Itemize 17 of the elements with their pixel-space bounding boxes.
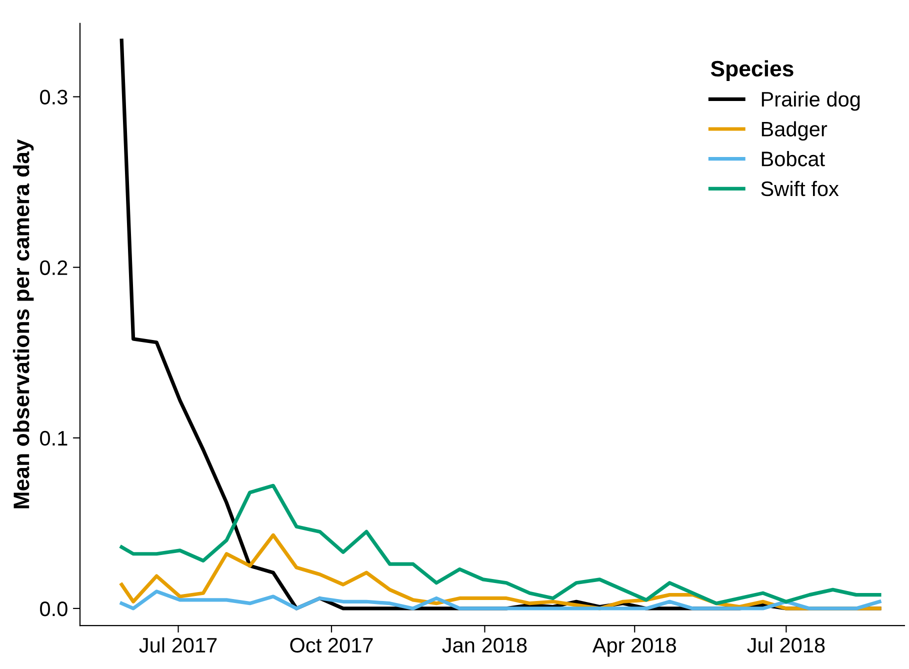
x-tick-label: Apr 2018 [592,638,676,657]
y-tick-label: 0.3 [40,90,68,105]
line-series [120,590,882,610]
line-series [120,484,882,606]
legend-label: Swift fox [761,180,839,196]
y-tick-label: 0.0 [40,601,68,616]
x-tick-label: Jul 2018 [747,637,825,653]
legend-title: Species [710,60,794,81]
legend-label: Prairie dog [762,91,860,111]
y-axis-title: Mean observations per camera day [12,139,34,508]
x-tick-label: Jul 2017 [139,637,217,653]
y-tick-label: 0.2 [40,260,68,276]
x-tick-label: Oct 2017 [290,638,373,653]
y-tick-label: 0.1 [40,430,68,446]
legend-label: Bobcat [762,151,825,166]
legend-label: Badger [762,121,828,141]
x-tick-label: Jan 2018 [442,638,527,653]
